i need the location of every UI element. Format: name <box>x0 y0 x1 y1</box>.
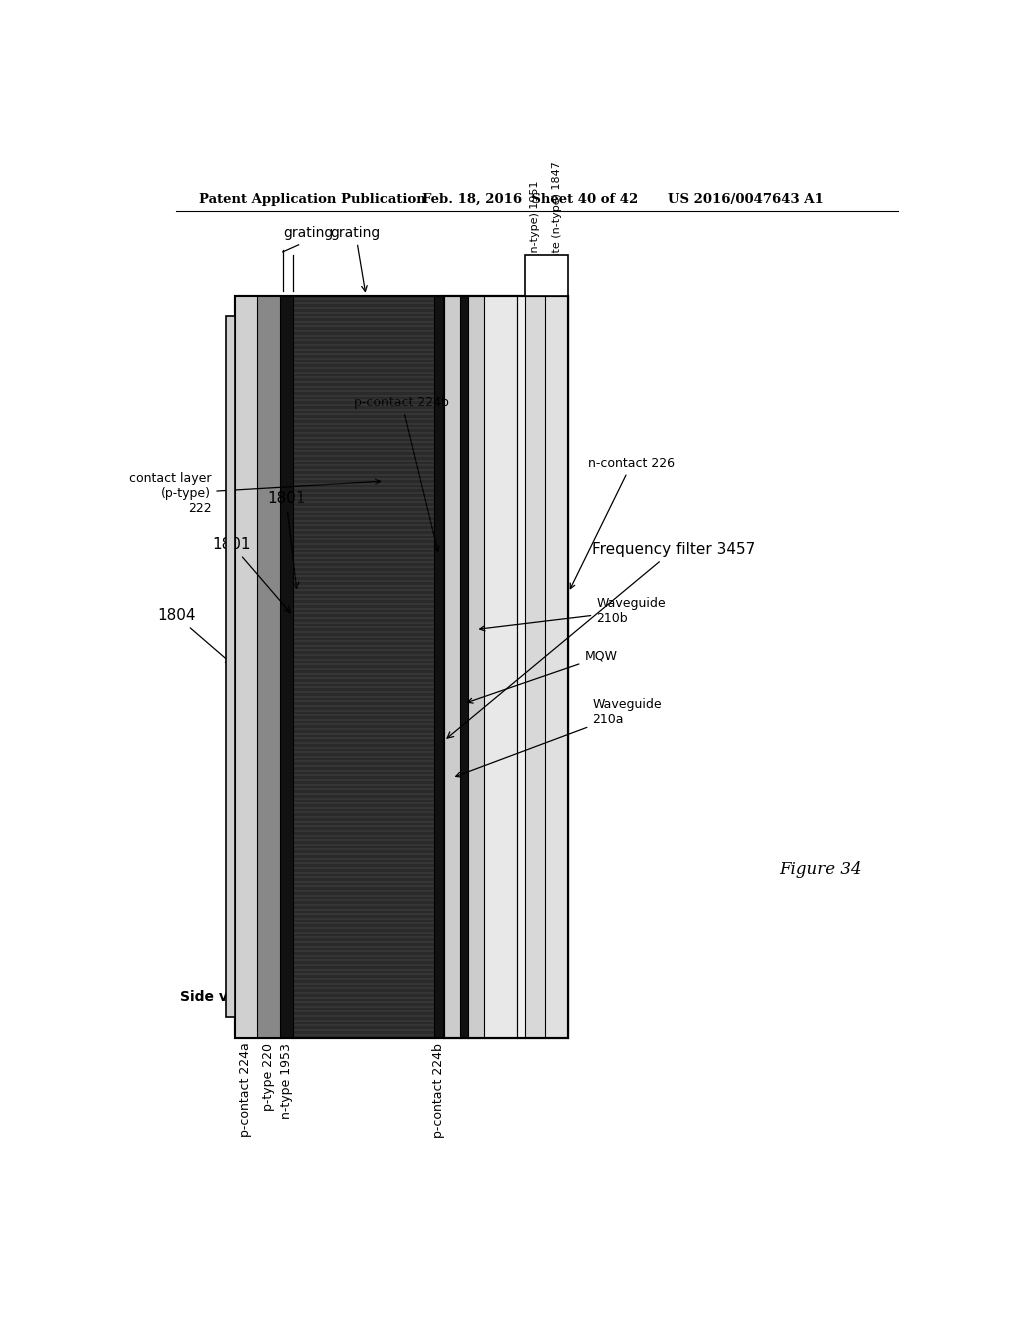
Text: p-type 220: p-type 220 <box>262 1043 275 1110</box>
Bar <box>281 296 293 1038</box>
Text: Side view:: Side view: <box>179 990 260 1005</box>
Bar <box>545 296 568 1038</box>
Text: Feb. 18, 2016  Sheet 40 of 42: Feb. 18, 2016 Sheet 40 of 42 <box>422 193 638 206</box>
Bar <box>236 296 257 1038</box>
Text: buffer (n-type) 1951: buffer (n-type) 1951 <box>529 180 540 293</box>
Text: contact layer
(p-type)
222: contact layer (p-type) 222 <box>129 473 381 515</box>
Bar <box>236 296 568 1038</box>
Text: p-contact 224b: p-contact 224b <box>432 1043 445 1138</box>
Text: substrate (n-type) 1847: substrate (n-type) 1847 <box>552 161 561 293</box>
Text: Figure 34: Figure 34 <box>778 862 861 878</box>
Text: US 2016/0047643 A1: US 2016/0047643 A1 <box>668 193 823 206</box>
Bar <box>443 296 568 1038</box>
Text: 1801: 1801 <box>213 537 291 612</box>
Text: Frequency filter 3457: Frequency filter 3457 <box>447 543 756 738</box>
Bar <box>293 296 433 1038</box>
Bar <box>524 255 568 296</box>
Bar <box>524 255 545 296</box>
Text: 1804: 1804 <box>157 609 232 664</box>
Text: 1801: 1801 <box>267 491 305 589</box>
Text: n-type 1953: n-type 1953 <box>281 1043 293 1118</box>
Text: n-contact 226: n-contact 226 <box>570 457 675 589</box>
Bar <box>225 315 236 1018</box>
Text: p-contact 224a: p-contact 224a <box>240 1043 252 1138</box>
Text: grating: grating <box>331 226 381 292</box>
Text: Patent Application Publication: Patent Application Publication <box>200 193 426 206</box>
Bar <box>483 296 517 1038</box>
Bar <box>443 296 568 1038</box>
Bar <box>257 296 281 1038</box>
Text: Waveguide
210b: Waveguide 210b <box>479 597 666 631</box>
Text: Waveguide
210a: Waveguide 210a <box>456 698 662 777</box>
Bar <box>433 296 443 1038</box>
Bar <box>443 296 460 1038</box>
Bar <box>468 296 483 1038</box>
Text: p-contact 224b: p-contact 224b <box>354 396 450 552</box>
Bar <box>524 296 545 1038</box>
Text: MQW: MQW <box>468 649 617 704</box>
Bar <box>460 296 468 1038</box>
Bar <box>545 255 568 296</box>
Bar <box>236 296 568 1038</box>
Text: grating: grating <box>283 226 333 240</box>
